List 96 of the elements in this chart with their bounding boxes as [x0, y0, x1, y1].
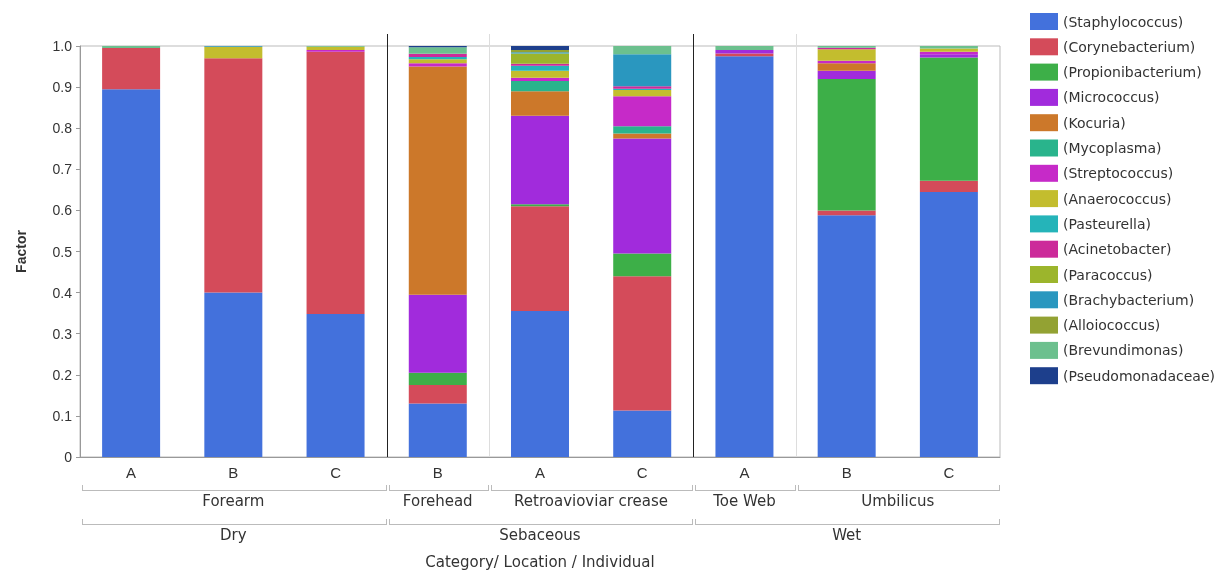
text: Sebaceous	[498, 526, 582, 544]
bar	[613, 276, 672, 411]
bar	[919, 180, 978, 192]
bar	[306, 313, 365, 457]
legend-label: (Acinetobacter)	[1063, 241, 1172, 258]
legend-label: (Corynebacterium)	[1063, 38, 1196, 55]
text: Umbilicus	[860, 492, 936, 510]
bar	[613, 46, 672, 55]
text: Retroavioviar crease	[513, 492, 670, 510]
y-tick-label: 1.0	[52, 38, 73, 54]
x-tick-label: A	[126, 464, 137, 481]
x-tick-label: C	[330, 464, 342, 481]
bar	[613, 96, 672, 127]
bar	[919, 57, 978, 181]
bar	[408, 294, 467, 373]
x-tick-label: C	[636, 464, 648, 481]
x-tick-label: B	[432, 464, 443, 481]
bar	[511, 311, 569, 457]
bar	[204, 58, 263, 293]
bar	[408, 53, 467, 58]
x-tick-label: A	[739, 464, 750, 481]
bar	[408, 385, 467, 404]
bar	[511, 53, 569, 64]
bar	[102, 48, 161, 90]
bar	[817, 78, 876, 211]
bar	[715, 56, 774, 457]
x-tick-label: A	[534, 464, 546, 481]
y-axis-title: Factor	[13, 229, 29, 273]
bar	[204, 292, 263, 457]
bar	[511, 80, 569, 92]
bar	[511, 65, 569, 71]
bar	[817, 210, 876, 216]
x-tick-label: B	[228, 464, 239, 481]
legend-label: (Kocuria)	[1063, 114, 1126, 131]
legend-label: (Propionibacterium)	[1063, 64, 1202, 81]
y-tick-label: 0.9	[52, 79, 73, 96]
bar	[511, 115, 569, 205]
text: Wet	[831, 526, 863, 544]
y-tick-label: 0.3	[52, 325, 73, 342]
legend-label: (Brachybacterium)	[1063, 291, 1195, 308]
legend-label: (Alloiococcus)	[1063, 317, 1161, 334]
y-tick-label: 0.4	[52, 284, 73, 301]
bar	[817, 63, 876, 71]
bar	[613, 54, 672, 87]
y-tick-label: 0.5	[52, 243, 73, 260]
y-tick-label: 0	[64, 449, 73, 465]
bar	[511, 46, 569, 51]
bar	[408, 47, 467, 54]
bar	[817, 49, 876, 61]
y-tick-label: 0.2	[52, 366, 73, 383]
legend-label: (Streptococcus)	[1063, 165, 1174, 182]
bar	[511, 70, 569, 78]
x-axis-title: Category/ Location / Individual	[424, 553, 656, 571]
bar	[919, 191, 978, 457]
legend-label: (Staphylococcus)	[1063, 13, 1184, 30]
bar	[511, 91, 569, 116]
bar	[102, 89, 161, 457]
bar	[511, 77, 569, 81]
bar	[408, 63, 467, 67]
bar	[408, 59, 467, 64]
bar	[613, 138, 672, 254]
bar	[306, 46, 365, 51]
y-tick-label: 0.8	[52, 120, 73, 137]
bar	[817, 215, 876, 457]
bar	[613, 126, 672, 134]
x-tick-label: C	[943, 464, 955, 481]
legend-label: (Paracoccus)	[1063, 266, 1153, 283]
bar	[102, 46, 161, 49]
bar	[408, 372, 467, 386]
bar	[715, 46, 774, 51]
bar	[511, 63, 569, 66]
bar	[817, 70, 876, 79]
bar	[511, 204, 569, 207]
legend-label: (Micrococcus)	[1063, 89, 1160, 106]
y-tick-label: 0.7	[52, 161, 73, 178]
text: Dry	[219, 526, 248, 544]
legend-label: (Mycoplasma)	[1063, 140, 1162, 156]
y-tick-label: 0.1	[52, 407, 73, 424]
bar	[408, 403, 467, 457]
bar	[511, 206, 569, 312]
text: Toe Web	[712, 492, 777, 510]
text: Forearm	[201, 492, 266, 510]
bar	[204, 46, 263, 59]
legend-label: (Pasteurella)	[1063, 215, 1152, 232]
bar	[613, 253, 672, 277]
y-tick-label: 0.6	[52, 202, 73, 219]
bar	[613, 410, 672, 457]
x-tick-label: B	[841, 464, 852, 481]
text: Forehead	[401, 492, 474, 510]
bar	[306, 51, 365, 314]
bar	[408, 57, 467, 60]
legend-label: (Brevundimonas)	[1063, 342, 1184, 359]
bar	[408, 66, 467, 295]
bar	[613, 89, 672, 97]
legend-label: (Pseudomonadaceae)	[1063, 367, 1216, 384]
legend-label: (Anaerococcus)	[1063, 190, 1172, 207]
